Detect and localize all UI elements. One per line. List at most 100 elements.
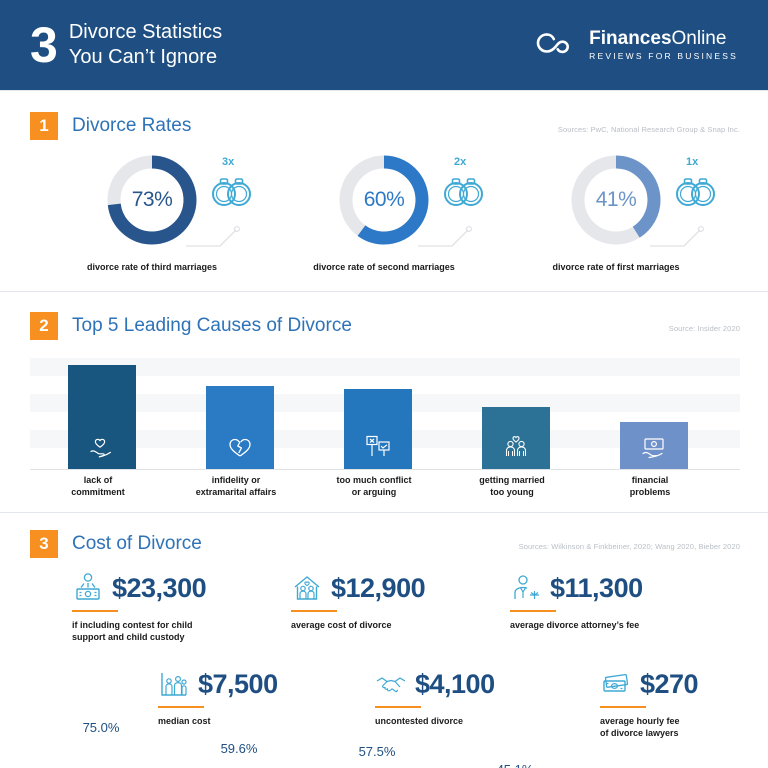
wedding-rings-icon-3 [668, 170, 724, 210]
section-sources-1: Sources: PwC, National Research Group & … [557, 125, 740, 134]
logo-word-finances: Finances [589, 28, 672, 49]
child-support-money-icon [72, 572, 104, 604]
bar-caption-3: too much conflict or arguing [336, 475, 412, 497]
donut-card-third-marriages: 73% 3x divorce rate of third marriages [24, 150, 280, 280]
bar-caption-4: getting married too young [479, 475, 545, 497]
bar-lack-of-commitment [68, 365, 136, 469]
page-header: 3 Divorce Statistics You Can’t Ignore Fi… [0, 0, 768, 90]
bar-value-3: 57.5% [358, 744, 396, 759]
donut-chart-73: 73% [102, 150, 202, 250]
cost-stat-top-4: $7,500 [158, 668, 278, 700]
cost-accent-rule-5 [375, 706, 421, 708]
cost-caption-3: average divorce attorney’s fee [510, 620, 640, 630]
section-header-cost: 3 Cost of Divorce [30, 530, 202, 558]
donut-leader-line-1 [186, 226, 240, 247]
donut-multiplier-2x: 2x [454, 156, 467, 168]
section-badge-1: 1 [30, 112, 58, 140]
cost-stat-attorney-fee: $11,300 average divorce attorney’s fee [510, 572, 643, 631]
bar-value-2: 59.6% [220, 741, 258, 756]
cost-accent-rule-1 [72, 610, 118, 612]
cost-value-3: $11,300 [550, 572, 643, 603]
donut-value-41: 41% [595, 188, 637, 211]
section-title-1: Divorce Rates [72, 115, 192, 136]
section-badge-2: 2 [30, 312, 58, 340]
wedding-rings-icon-2 [436, 170, 492, 210]
cost-caption-1-line1: if including contest for child [72, 620, 193, 630]
hand-heart-icon [87, 431, 117, 461]
cost-stat-hourly-fee: $270 average hourly fee of divorce lawye… [600, 668, 699, 739]
family-house-icon [291, 572, 323, 604]
donut-caption-first-marriages: divorce rate of first marriages [552, 262, 680, 272]
cost-caption-6-line1: average hourly fee [600, 716, 680, 726]
donut-leader-line-3 [650, 226, 704, 247]
bar-financial-problems [620, 422, 688, 469]
money-hand-icon [639, 433, 669, 463]
donut-value-73: 73% [131, 188, 173, 211]
cost-caption-1-line2: support and child custody [72, 632, 185, 642]
chart-baseline-axis [30, 469, 740, 470]
cost-accent-rule-3 [510, 610, 556, 612]
cost-stat-top-2: $12,900 [291, 572, 426, 604]
cost-caption-2: average cost of divorce [291, 620, 392, 630]
donut-leader-line-2 [418, 226, 472, 247]
section-title-3: Cost of Divorce [72, 533, 202, 554]
bar-conflict [344, 389, 412, 469]
donut-caption-second-marriages: divorce rate of second marriages [313, 262, 455, 272]
cost-value-4: $7,500 [198, 668, 278, 699]
header-stat-number: 3 [30, 17, 58, 73]
donut-multiplier-3x: 3x [222, 156, 235, 168]
family-chart-icon [158, 668, 190, 700]
broken-heart-icon [225, 431, 255, 461]
logo-wordmark: FinancesOnline [589, 29, 726, 49]
page-title-line1: Divorce Statistics [68, 21, 223, 43]
section-badge-3: 3 [30, 530, 58, 558]
bar-married-too-young [482, 407, 550, 469]
bar-caption-2: infidelity or extramarital affairs [195, 475, 277, 497]
cost-stat-top-6: $270 [600, 668, 699, 700]
bar-infidelity [206, 386, 274, 469]
header-divider [0, 90, 768, 91]
young-couple-icon [501, 431, 531, 461]
section1-divider [0, 291, 768, 292]
financesonline-logo[interactable]: FinancesOnline REVIEWS FOR BUSINESS [534, 29, 738, 61]
cost-stat-uncontested: $4,100 uncontested divorce [375, 668, 495, 727]
bar-value-4: 45.1% [470, 762, 560, 768]
donut-card-second-marriages: 60% 2x divorce rate of second marriages [256, 150, 512, 280]
cash-bills-icon [600, 668, 632, 700]
donut-value-60: 60% [363, 188, 405, 211]
bar-caption-1: lack of commitment [71, 475, 125, 497]
attorney-icon [510, 572, 542, 604]
causes-bar-chart: 75.0% 59.6% [30, 358, 740, 768]
handshake-icon [375, 668, 407, 700]
cost-caption-4: median cost [158, 716, 211, 726]
logo-text-group: FinancesOnline REVIEWS FOR BUSINESS [589, 29, 738, 62]
wedding-rings-icon-1 [204, 170, 260, 210]
cloud-infinity-logo-icon [534, 30, 580, 60]
section-sources-2: Source: Insider 2020 [668, 324, 740, 333]
logo-tagline: REVIEWS FOR BUSINESS [589, 51, 738, 61]
page-title: Divorce Statistics You Can’t Ignore [69, 20, 222, 70]
donut-caption-third-marriages: divorce rate of third marriages [86, 262, 218, 272]
divorce-rate-donut-row: 73% 3x divorce rate of third marriages [0, 150, 768, 280]
cost-value-2: $12,900 [331, 572, 426, 603]
cost-stat-child-support: $23,300 if including contest for child s… [72, 572, 207, 643]
argument-signs-icon [363, 431, 393, 461]
cost-value-1: $23,300 [112, 572, 207, 603]
section-title-2: Top 5 Leading Causes of Divorce [72, 315, 352, 336]
bar-caption-5: financial problems [629, 475, 671, 497]
cost-value-6: $270 [640, 668, 699, 699]
donut-multiplier-1x: 1x [686, 156, 699, 168]
section2-divider [0, 512, 768, 513]
cost-stat-top-5: $4,100 [375, 668, 495, 700]
bar-value-1: 75.0% [82, 720, 120, 735]
cost-accent-rule-4 [158, 706, 204, 708]
cost-accent-rule-2 [291, 610, 337, 612]
cost-accent-rule-6 [600, 706, 646, 708]
cost-stat-average-cost: $12,900 average cost of divorce [291, 572, 426, 631]
cost-stat-top-3: $11,300 [510, 572, 643, 604]
section-sources-3: Sources: Wilkinson & Finkbeiner, 2020; W… [518, 542, 740, 551]
donut-chart-60: 60% [334, 150, 434, 250]
cost-stat-top-1: $23,300 [72, 572, 207, 604]
cost-caption-5: uncontested divorce [375, 716, 464, 726]
